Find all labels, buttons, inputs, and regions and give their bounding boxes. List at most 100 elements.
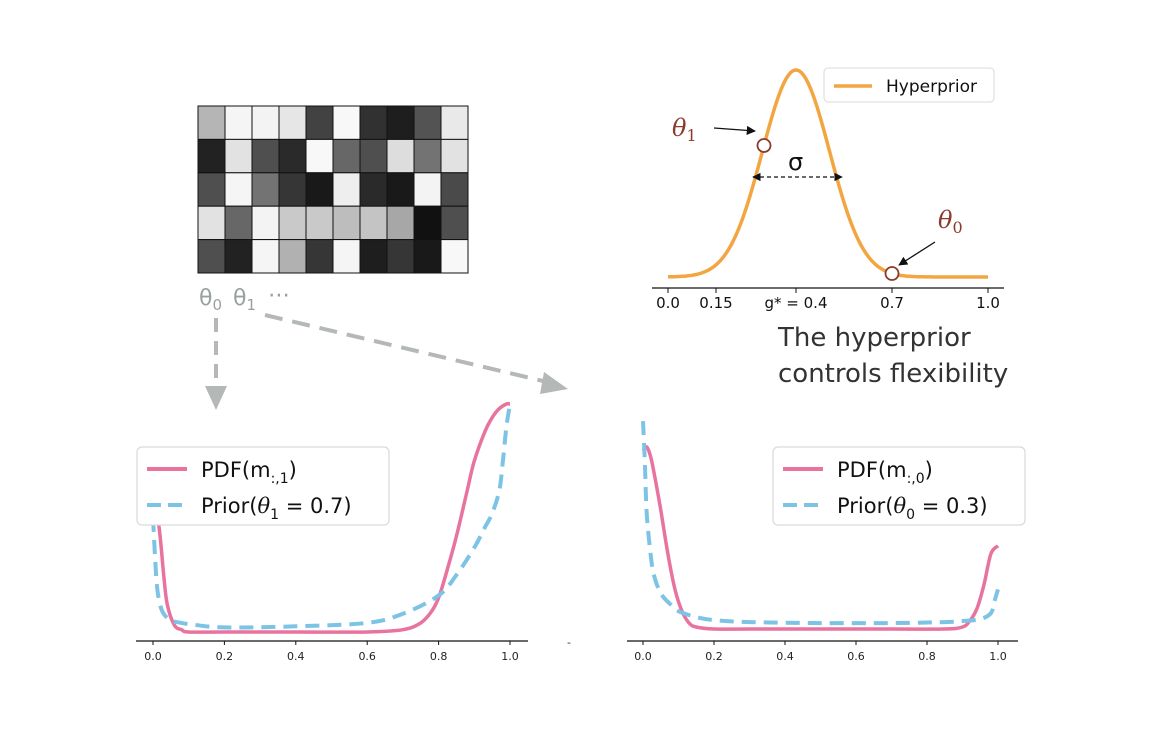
grey-dashed-arrows [205,313,568,410]
matrix-cell [251,138,280,174]
matrix-cell [305,239,334,274]
matrix-cell [440,239,469,274]
matrix-cell [197,172,226,207]
chart-legend: PDF(m:,0) Prior(θ0 = 0.3) [772,446,1026,526]
caption-line-1: The hyperprior [777,323,971,353]
theta1-label: θ1 [233,286,256,314]
ellipsis-label: ⋯ [268,283,290,308]
matrix-cell [332,105,361,140]
matrix-cell [332,205,361,241]
matrix-cell [359,205,388,241]
matrix-cell [197,138,226,174]
hyperprior-curve [667,68,988,279]
caption-line-2: controls flexibility [778,359,1008,389]
matrix-cell [197,205,226,241]
matrix-cell [359,138,388,174]
stray-tick-mark: - [567,636,571,649]
matrix-cell [386,105,415,140]
x-tick-label: 0.4 [287,650,305,663]
matrix-cell [440,205,469,241]
matrix-cell [224,138,253,174]
matrix-cell [413,138,442,174]
hyperprior-x-ticks: 0.0 0.15 g* = 0.4 0.7 1.0 [656,288,1000,312]
matrix-cell [359,105,388,140]
matrix-cell [224,205,253,241]
matrix-cell [251,172,280,207]
matrix-cell [413,205,442,241]
x-tick-label: 0.0 [634,650,652,663]
theta0-label: θ0 [199,286,222,314]
matrix-cell [305,205,334,241]
x-tick-label: 0.2 [216,650,234,663]
matrix-cell [440,105,469,140]
legend-box [772,446,1026,526]
theta0-marker [884,266,900,281]
matrix-cell [386,172,415,207]
hyperprior-tick-label: g* = 0.4 [765,294,828,312]
hyperprior-tick-label: 0.0 [656,294,680,312]
x-tick-label: 0.0 [144,650,162,663]
down-arrowhead [205,386,227,410]
prior-series-line [151,403,512,630]
matrix-cell [332,239,361,274]
matrix-cell [251,105,280,140]
matrix-cell [440,172,469,207]
theta0-annotation: θ0 [938,206,963,237]
matrix-cell [197,239,226,274]
hyperprior-legend-box [823,67,995,103]
matrix-cell [332,172,361,207]
chart-legend: PDF(m:,1) Prior(θ1 = 0.7) [136,446,390,526]
hyperprior-legend: Hyperprior [823,67,995,103]
matrix-cell [332,138,361,174]
theta1-marker [756,138,772,153]
matrix-cell [197,105,226,140]
legend-label-prior: Prior(θ1 = 0.7) [201,494,352,523]
matrix-cell [413,172,442,207]
theta0-pointer-arrow [898,241,936,266]
theta1-annotation: θ1 [672,114,697,145]
hyperprior-legend-label: Hyperprior [886,77,977,97]
hyperprior-tick-label: 1.0 [976,294,1000,312]
hyperprior-tick-label: 0.7 [880,294,904,312]
sigma-label: σ [788,148,803,176]
matrix-cell [224,172,253,207]
x-tick-label: 0.6 [847,650,865,663]
legend-label-pdf: PDF(m:,1) [201,458,297,487]
matrix-cell [278,172,307,207]
pdf-prior-chart-theta0: 0.0 0.2 0.4 0.6 0.8 1.0 PDF(m:,0) Prior(θ0 = 0.… [627,421,1026,663]
matrix-cell [305,138,334,174]
hyperprior-chart: 0.0 0.15 g* = 0.4 0.7 1.0 Hyperprior σ θ1 θ0… [652,67,1008,389]
pdf-series-line [151,401,511,634]
matrix-cell [359,172,388,207]
parameter-matrix [197,105,469,274]
matrix-cell [278,239,307,274]
diagonal-arrow-line [264,313,544,383]
theta1-pointer-arrow [713,125,756,135]
matrix-cell [386,239,415,274]
x-tick-label: 1.0 [989,650,1007,663]
x-tick-label: 0.2 [705,650,723,663]
matrix-cell [224,105,253,140]
pdf-series-line [641,445,1000,631]
hyperprior-tick-label: 0.15 [699,294,732,312]
matrix-cell [359,239,388,274]
matrix-cell [278,105,307,140]
legend-label-pdf: PDF(m:,0) [837,458,933,487]
x-tick-label: 0.8 [918,650,936,663]
x-tick-label: 1.0 [501,650,519,663]
matrix-cell [251,239,280,274]
matrix-cell [305,105,334,140]
matrix-cell [440,138,469,174]
legend-label-prior: Prior(θ0 = 0.3) [837,494,988,523]
pdf-prior-chart-theta1: 0.0 0.2 0.4 0.6 0.8 1.0 PDF(m:,1) Prior(θ1 = 0.… [136,401,528,663]
diagonal-arrowhead [540,372,568,394]
x-tick-label: 0.8 [430,650,448,663]
matrix-cell [224,239,253,274]
matrix-cell [305,172,334,207]
legend-box [136,446,390,526]
matrix-cell [251,205,280,241]
matrix-cell [386,205,415,241]
x-tick-label: 0.6 [358,650,376,663]
matrix-column-labels: θ0 θ1 ⋯ [199,283,290,314]
